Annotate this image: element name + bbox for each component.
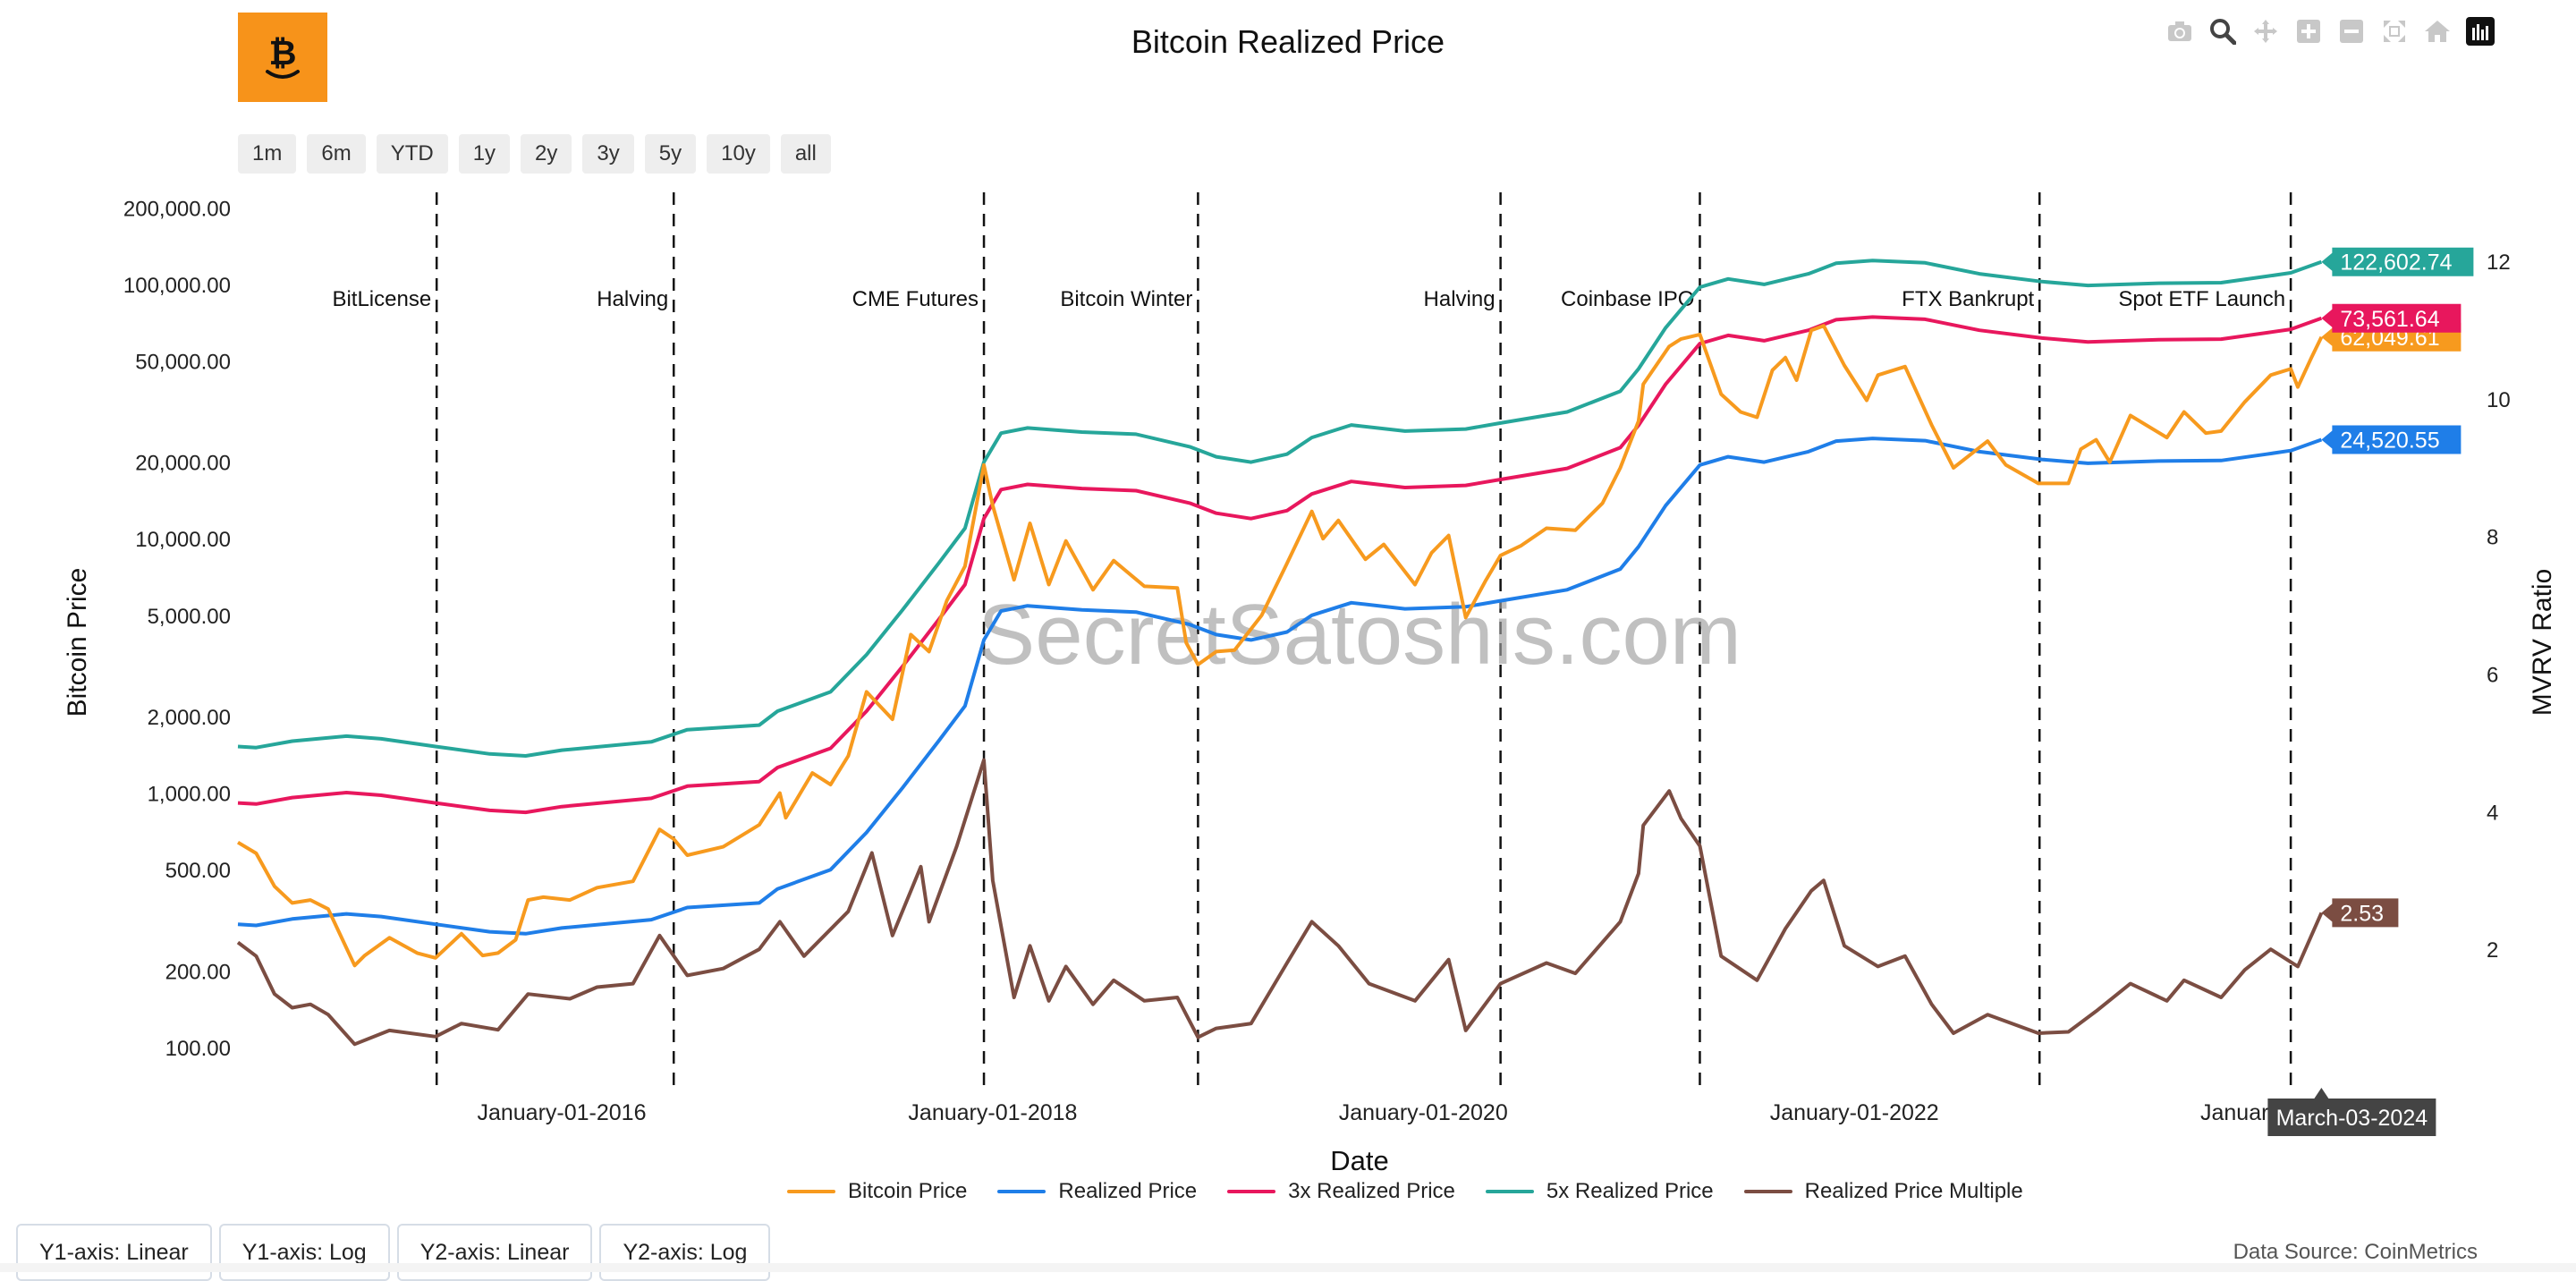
legend-label: 5x Realized Price bbox=[1546, 1179, 1714, 1203]
y2-tick-label: 4 bbox=[2487, 801, 2498, 825]
legend-item-5x-realized-price[interactable]: 5x Realized Price bbox=[1485, 1179, 1714, 1204]
legend-swatch bbox=[787, 1190, 835, 1193]
value-tag-realized-price: 24,520.55 bbox=[2340, 428, 2439, 453]
legend-swatch bbox=[1743, 1190, 1792, 1193]
value-tag-3x-realized-price: 73,561.64 bbox=[2340, 307, 2439, 332]
y2-log-button[interactable]: Y2-axis: Log bbox=[599, 1224, 771, 1281]
y-tick-label: 200,000.00 bbox=[123, 197, 231, 221]
x-axis-title: Date bbox=[1330, 1145, 1388, 1172]
legend-label: Bitcoin Price bbox=[848, 1179, 968, 1203]
svg-text:₿: ₿ bbox=[269, 33, 297, 72]
plotly-logo-icon[interactable] bbox=[2465, 16, 2496, 47]
event-label: Spot ETF Launch bbox=[2118, 287, 2285, 311]
event-label: CME Futures bbox=[852, 287, 979, 311]
event-label: Halving bbox=[597, 287, 668, 311]
legend-item-3x-realized-price[interactable]: 3x Realized Price bbox=[1227, 1179, 1455, 1204]
y2-tick-label: 10 bbox=[2487, 388, 2511, 412]
y1-log-button[interactable]: Y1-axis: Log bbox=[218, 1224, 390, 1281]
bitcoin-logo: ₿ bbox=[238, 13, 327, 102]
realized-price-chart[interactable]: BitLicense Halving CME Futures Bitcoin Wint… bbox=[0, 0, 2576, 1172]
pan-icon[interactable] bbox=[2250, 16, 2281, 47]
x-tick-label: January-01-2022 bbox=[1770, 1100, 1939, 1125]
range-button-1y[interactable]: 1y bbox=[458, 134, 511, 174]
series-line-realized-price bbox=[237, 437, 2323, 936]
y-tick-label: 100,000.00 bbox=[123, 274, 231, 298]
event-label: FTX Bankrupt bbox=[1902, 287, 2034, 311]
event-label: Bitcoin Winter bbox=[1060, 287, 1192, 311]
y-tick-label: 1,000.00 bbox=[148, 783, 231, 807]
y-tick-label: 20,000.00 bbox=[135, 452, 231, 476]
series-line-5x-realized-price bbox=[237, 259, 2323, 758]
range-button-3y[interactable]: 3y bbox=[582, 134, 634, 174]
series-line-3x-realized-price bbox=[237, 315, 2323, 815]
legend-item-realized-price[interactable]: Realized Price bbox=[997, 1179, 1197, 1204]
legend-swatch bbox=[1485, 1190, 1534, 1193]
bitcoin-smile-logo-icon: ₿ bbox=[266, 33, 300, 79]
value-tag-5x-realized-price: 122,602.74 bbox=[2340, 250, 2452, 276]
y2-tick-label: 12 bbox=[2487, 250, 2511, 275]
range-button-10y[interactable]: 10y bbox=[707, 134, 770, 174]
range-button-2y[interactable]: 2y bbox=[521, 134, 572, 174]
y2-linear-button[interactable]: Y2-axis: Linear bbox=[396, 1224, 593, 1281]
chart-title: Bitcoin Realized Price bbox=[1131, 23, 1445, 60]
autoscale-icon[interactable] bbox=[2379, 16, 2410, 47]
legend-label: 3x Realized Price bbox=[1288, 1179, 1455, 1203]
y-axis-title: Bitcoin Price bbox=[63, 568, 92, 717]
chart-legend: Bitcoin Price Realized Price 3x Realized… bbox=[787, 1179, 2023, 1204]
range-button-6m[interactable]: 6m bbox=[307, 134, 366, 174]
legend-item-bitcoin-price[interactable]: Bitcoin Price bbox=[787, 1179, 967, 1204]
axis-toggle-buttons: Y1-axis: Linear Y1-axis: Log Y2-axis: Li… bbox=[16, 1224, 777, 1281]
hover-date-label: March-03-2024 bbox=[2276, 1106, 2428, 1131]
value-tag-realized-price-multiple: 2.53 bbox=[2340, 901, 2384, 926]
legend-label: Realized Price Multiple bbox=[1804, 1179, 2023, 1203]
value-tag-bg-realized-price-multiple bbox=[2321, 898, 2399, 928]
value-tag-bg-realized-price bbox=[2321, 425, 2462, 454]
range-button-1m[interactable]: 1m bbox=[238, 134, 297, 174]
zoom-out-icon[interactable] bbox=[2336, 16, 2367, 47]
footer-bar bbox=[0, 1263, 2576, 1272]
y2-tick-label: 2 bbox=[2487, 938, 2498, 963]
plot-modebar bbox=[2165, 16, 2496, 47]
event-label: Coinbase IPO bbox=[1561, 287, 1694, 311]
y2-tick-label: 6 bbox=[2487, 663, 2498, 687]
event-label: BitLicense bbox=[332, 287, 431, 311]
range-button-ytd[interactable]: YTD bbox=[376, 134, 448, 174]
reset-axes-icon[interactable] bbox=[2422, 16, 2453, 47]
range-selector: 1m 6m YTD 1y 2y 3y 5y 10y all bbox=[238, 134, 831, 174]
legend-swatch bbox=[1227, 1190, 1276, 1193]
zoom-in-icon[interactable] bbox=[2293, 16, 2324, 47]
x-tick-label: January-01-2018 bbox=[908, 1100, 1077, 1125]
y-tick-label: 500.00 bbox=[165, 859, 231, 883]
y-tick-label: 200.00 bbox=[165, 960, 231, 984]
y-tick-label: 100.00 bbox=[165, 1037, 231, 1061]
series-line-realized-price-multiple bbox=[236, 758, 2324, 1047]
legend-label: Realized Price bbox=[1058, 1179, 1198, 1203]
camera-icon[interactable] bbox=[2165, 16, 2195, 47]
y-tick-label: 10,000.00 bbox=[135, 528, 231, 552]
hover-date-bg bbox=[2267, 1099, 2436, 1136]
watermark: SecretSatoshis.com bbox=[978, 587, 1741, 683]
event-label: Halving bbox=[1424, 287, 1496, 311]
series-line-bitcoin-price bbox=[236, 324, 2324, 968]
value-tag-bg-3x-realized-price bbox=[2321, 303, 2462, 333]
legend-swatch bbox=[997, 1190, 1046, 1193]
y2-tick-label: 8 bbox=[2487, 526, 2498, 550]
x-tick-label: January-01-2016 bbox=[477, 1100, 646, 1125]
y-tick-label: 2,000.00 bbox=[148, 706, 231, 730]
y-tick-label: 5,000.00 bbox=[148, 605, 231, 629]
hover-date-arrow bbox=[2314, 1088, 2329, 1099]
data-source: Data Source: CoinMetrics bbox=[2233, 1240, 2478, 1264]
zoom-icon[interactable] bbox=[2207, 16, 2238, 47]
y-tick-label: 50,000.00 bbox=[135, 350, 231, 374]
value-tag-bg-5x-realized-price bbox=[2321, 247, 2474, 276]
x-tick-label: January-01-2020 bbox=[1339, 1100, 1508, 1125]
range-button-all[interactable]: all bbox=[780, 134, 831, 174]
y1-linear-button[interactable]: Y1-axis: Linear bbox=[16, 1224, 212, 1281]
legend-item-realized-price-multiple[interactable]: Realized Price Multiple bbox=[1743, 1179, 2023, 1204]
range-button-5y[interactable]: 5y bbox=[644, 134, 697, 174]
y2-axis-title: MVRV Ratio bbox=[2528, 569, 2557, 717]
